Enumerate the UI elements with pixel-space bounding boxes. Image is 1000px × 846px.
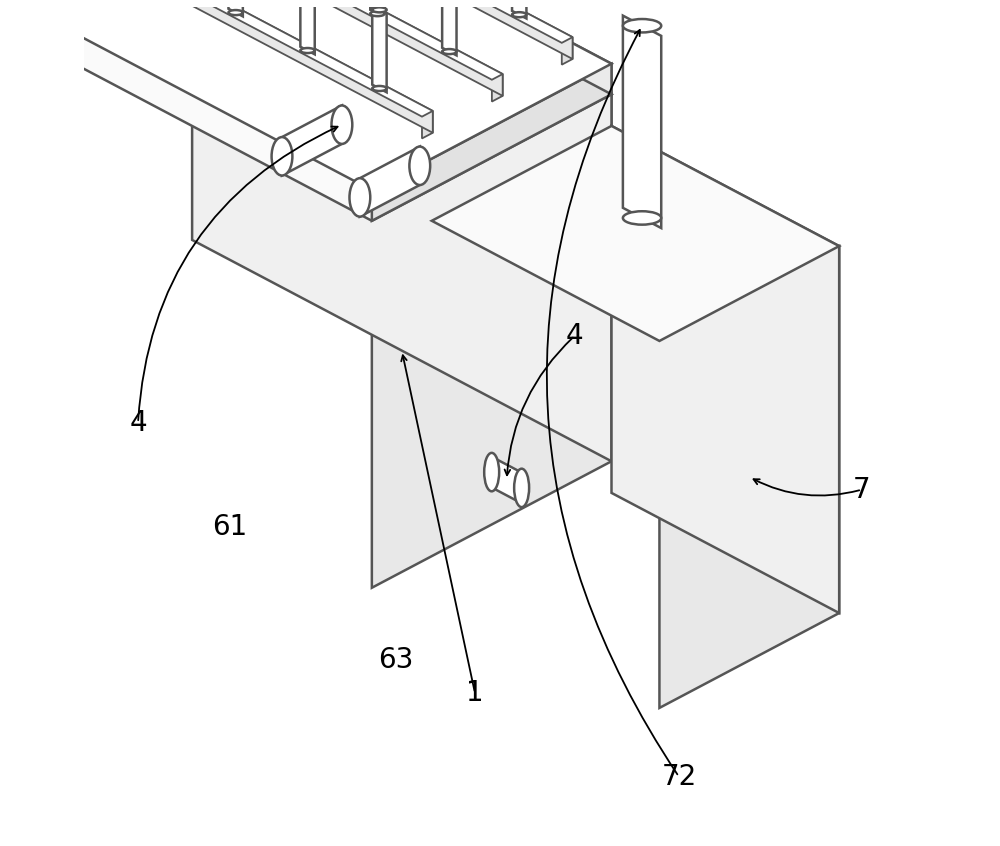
Polygon shape — [360, 146, 420, 217]
Ellipse shape — [442, 49, 457, 54]
Text: 72: 72 — [661, 762, 697, 791]
Polygon shape — [120, 0, 503, 80]
Ellipse shape — [623, 212, 661, 225]
Polygon shape — [623, 15, 661, 228]
Polygon shape — [190, 0, 573, 43]
Ellipse shape — [372, 8, 387, 13]
Polygon shape — [562, 37, 573, 64]
Ellipse shape — [623, 19, 661, 32]
Polygon shape — [372, 6, 387, 92]
Ellipse shape — [300, 48, 315, 53]
Polygon shape — [612, 126, 839, 613]
Polygon shape — [282, 106, 342, 175]
Polygon shape — [0, 0, 612, 221]
Polygon shape — [192, 0, 612, 461]
Text: 1: 1 — [466, 679, 484, 707]
Polygon shape — [422, 111, 433, 139]
Text: 61: 61 — [212, 513, 247, 541]
Text: 63: 63 — [378, 646, 414, 674]
Polygon shape — [659, 246, 839, 708]
Polygon shape — [228, 0, 243, 16]
Text: 4: 4 — [129, 409, 147, 437]
Ellipse shape — [484, 453, 499, 492]
Ellipse shape — [228, 10, 243, 15]
Polygon shape — [432, 126, 839, 341]
Polygon shape — [372, 63, 612, 221]
Polygon shape — [131, 0, 503, 96]
Polygon shape — [192, 0, 612, 94]
Ellipse shape — [409, 146, 430, 185]
Polygon shape — [492, 457, 522, 503]
Text: 4: 4 — [566, 321, 584, 349]
Ellipse shape — [372, 86, 387, 91]
Polygon shape — [61, 0, 433, 133]
Polygon shape — [0, 0, 612, 190]
Ellipse shape — [272, 137, 292, 175]
Ellipse shape — [370, 11, 385, 16]
Polygon shape — [51, 0, 433, 117]
Polygon shape — [300, 0, 315, 54]
Polygon shape — [492, 74, 503, 102]
Polygon shape — [442, 0, 457, 55]
Ellipse shape — [512, 12, 526, 17]
Polygon shape — [201, 0, 573, 59]
Text: 7: 7 — [853, 475, 871, 503]
Ellipse shape — [514, 469, 529, 507]
Polygon shape — [512, 0, 526, 19]
Ellipse shape — [331, 106, 352, 144]
Ellipse shape — [349, 179, 370, 217]
Polygon shape — [372, 94, 612, 588]
Polygon shape — [370, 0, 385, 18]
